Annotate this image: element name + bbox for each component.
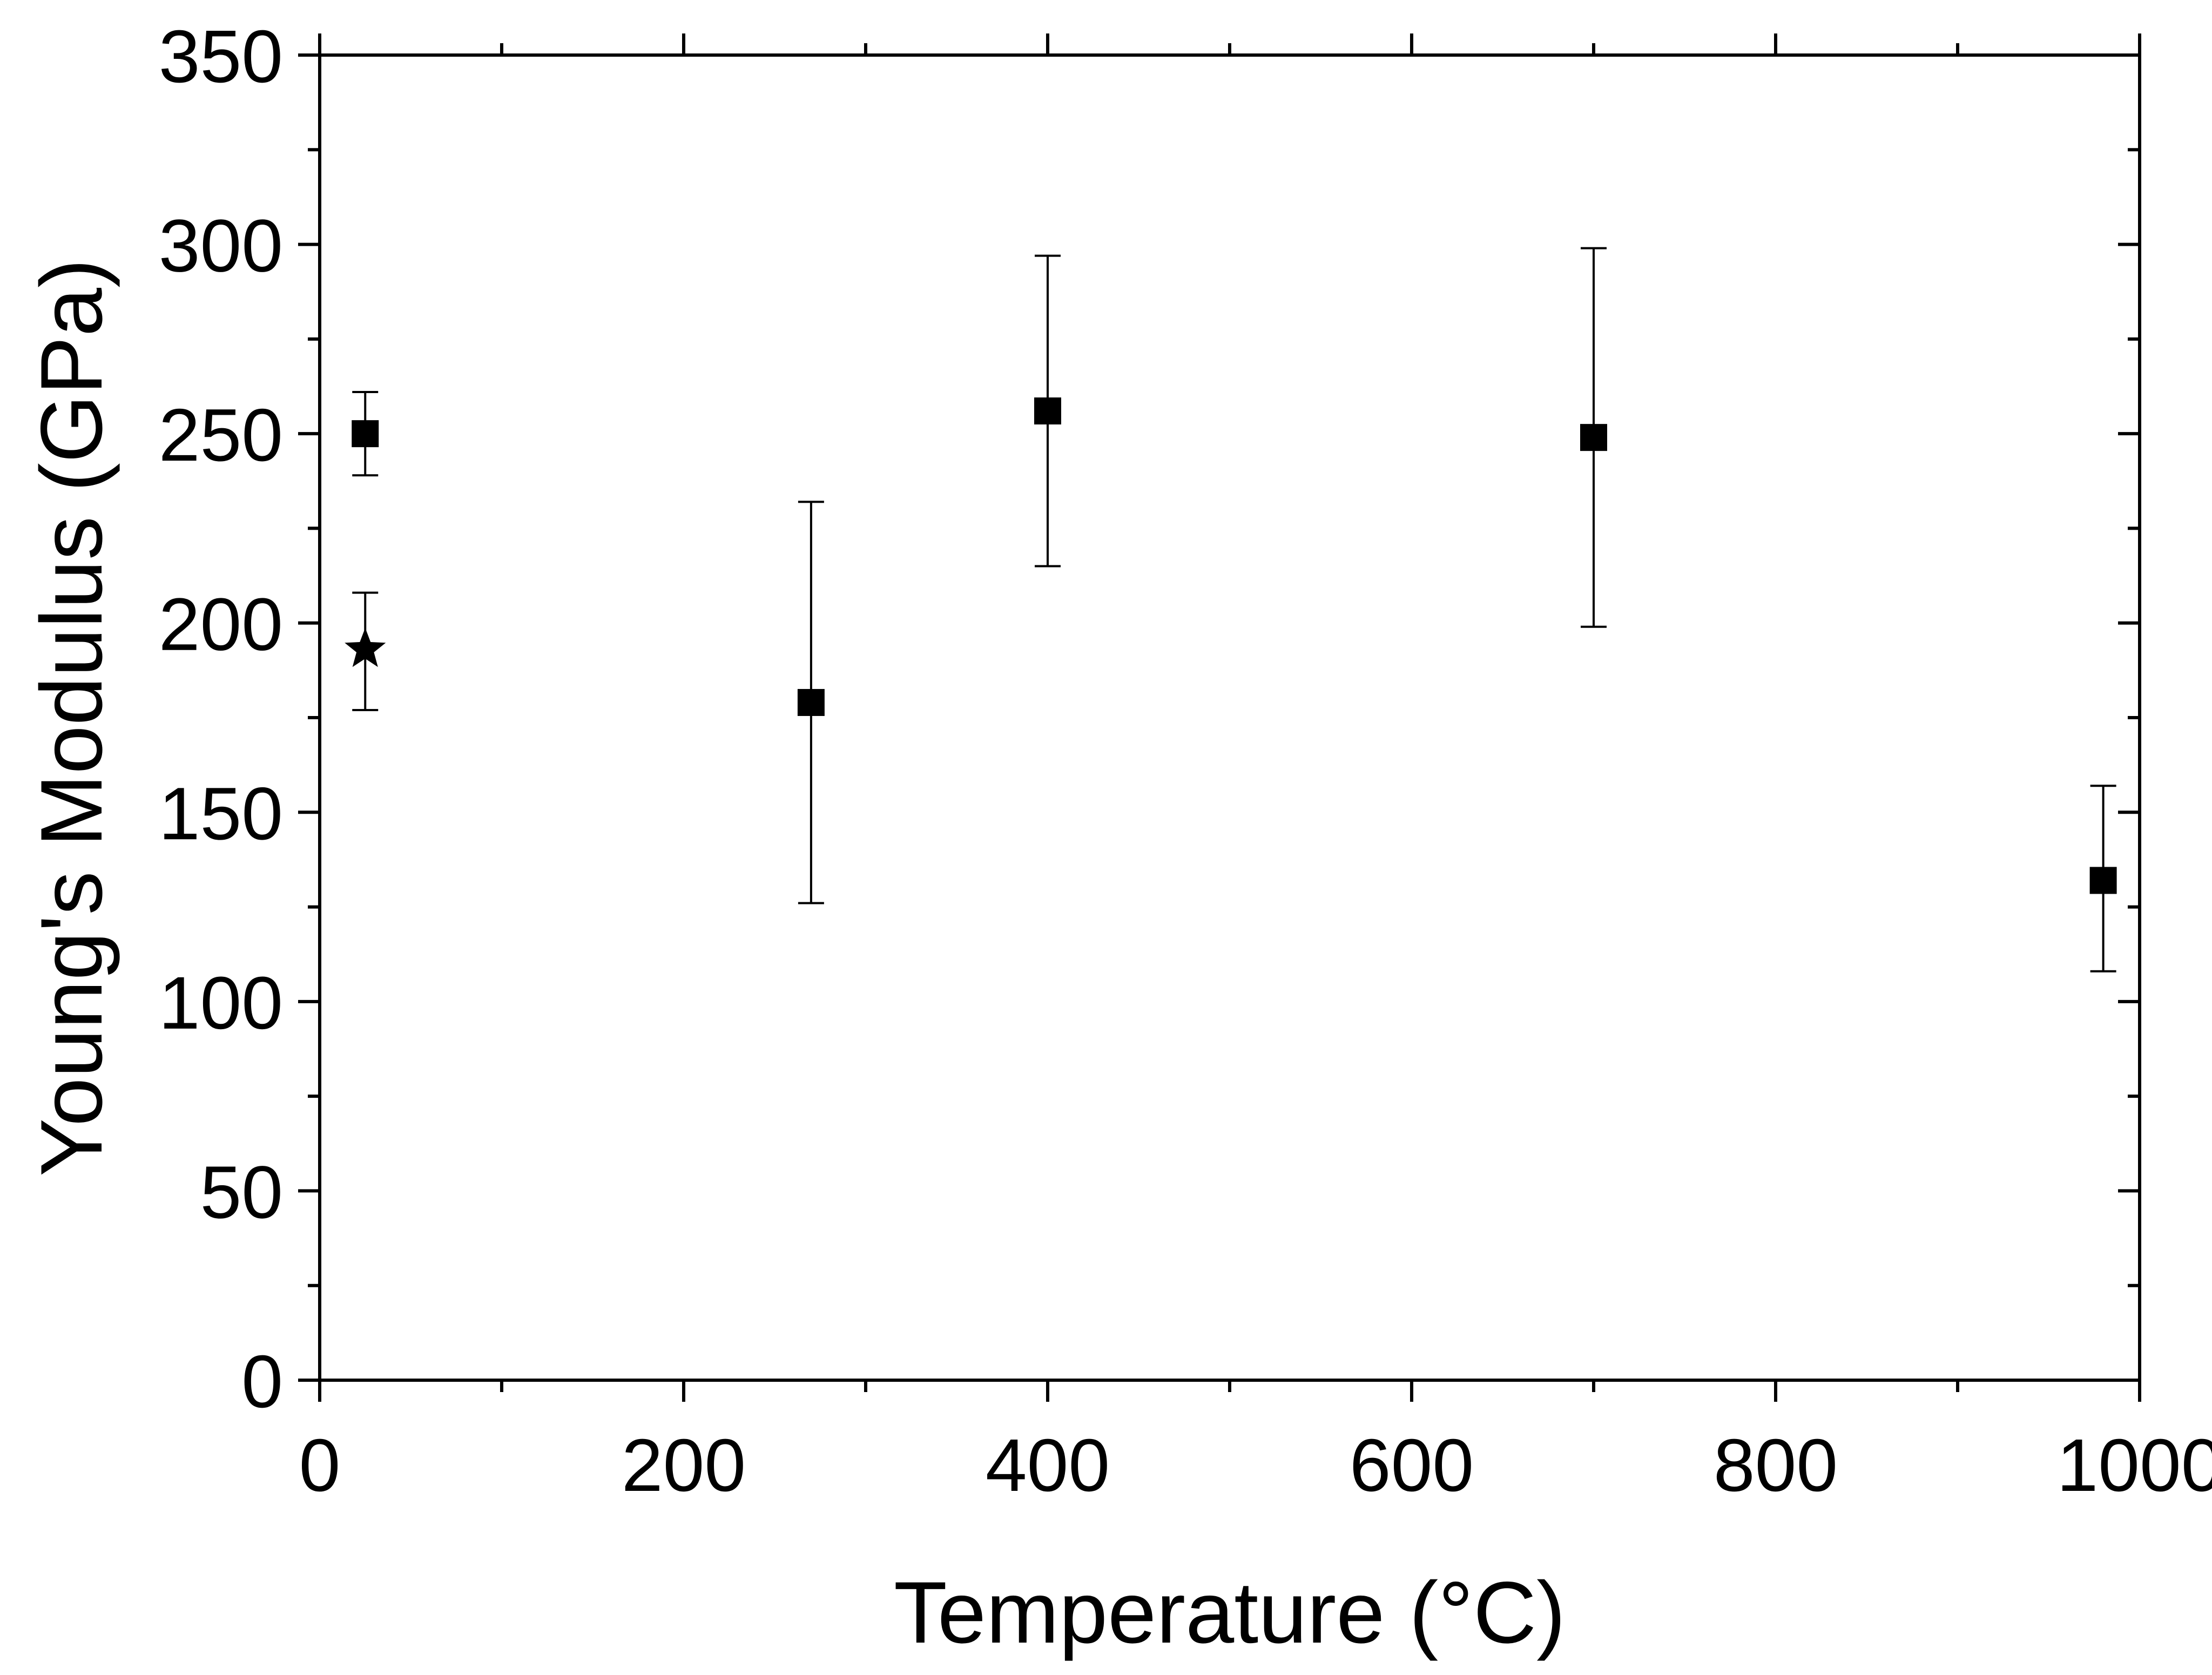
y-axis-title: Young's Modulus (GPa)	[23, 259, 120, 1177]
x-tick-label: 400	[986, 1424, 1110, 1507]
y-tick-label: 350	[159, 15, 283, 98]
y-tick-label: 200	[159, 583, 283, 666]
error-bars	[352, 247, 2116, 972]
data-point-square	[1580, 424, 1607, 451]
y-tick-label: 100	[159, 962, 283, 1045]
x-tick-label: 1000	[2057, 1424, 2212, 1507]
y-tick-label: 300	[159, 205, 283, 288]
minor-ticks	[308, 43, 2140, 1392]
tick-labels: 0 200 400 600 800 1000 0 50 100 150 200 250 300 350	[159, 15, 2212, 1507]
major-ticks	[298, 33, 2141, 1402]
y-tick-label: 150	[159, 772, 283, 855]
data-point-star	[345, 627, 386, 667]
x-tick-label: 200	[622, 1424, 746, 1507]
y-tick-label: 50	[200, 1151, 284, 1234]
data-markers	[345, 397, 2117, 894]
x-tick-label: 600	[1350, 1424, 1474, 1507]
plot-area-frame	[318, 53, 2141, 1382]
data-point-square	[1034, 397, 1061, 425]
y-tick-label: 250	[159, 394, 283, 477]
data-point-square	[797, 688, 825, 716]
x-axis-title: Temperature (°C)	[894, 1564, 1566, 1662]
data-point-square	[352, 420, 379, 448]
x-tick-label: 0	[299, 1424, 341, 1507]
x-tick-label: 800	[1714, 1424, 1838, 1507]
data-point-square	[2089, 867, 2117, 894]
y-tick-label: 0	[241, 1340, 283, 1423]
